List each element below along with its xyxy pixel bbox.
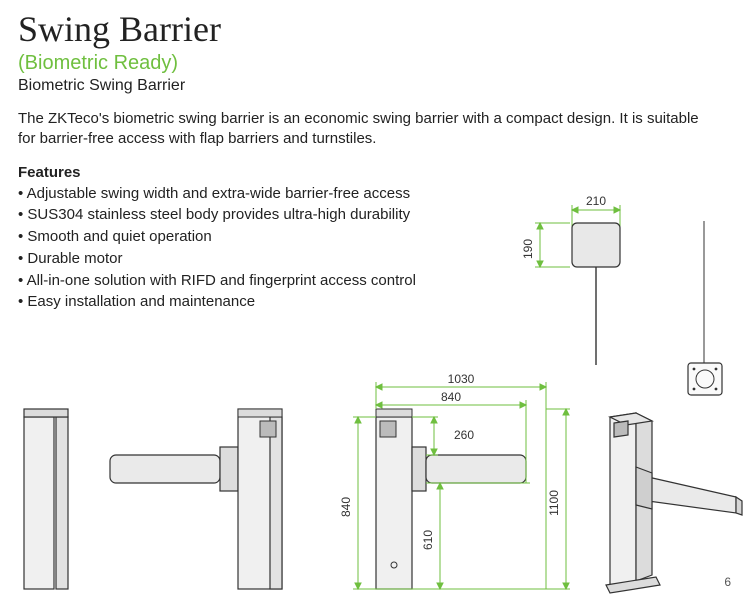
technical-drawings: 210 190: [10, 195, 743, 597]
drawing-arm-left: [110, 409, 282, 589]
dim-190: 190: [521, 239, 535, 259]
dim-1030: 1030: [448, 372, 475, 386]
page-title: Swing Barrier: [18, 8, 735, 50]
dim-1100: 1100: [547, 490, 561, 516]
page-number: 6: [724, 575, 731, 589]
drawing-top-view: 210 190: [521, 195, 620, 365]
drawing-perspective: [606, 413, 742, 593]
dim-840-h: 840: [441, 390, 461, 404]
features-heading: Features: [18, 164, 735, 181]
dim-260: 260: [454, 428, 474, 442]
drawing-side-column: [24, 409, 68, 589]
product-description: The ZKTeco's biometric swing barrier is …: [18, 109, 718, 150]
subtitle-biometric-ready: (Biometric Ready): [18, 52, 735, 75]
drawing-front-elevation: 1030 840 260: [339, 372, 570, 589]
dim-840-v: 840: [339, 497, 353, 517]
subtitle-product-name: Biometric Swing Barrier: [18, 77, 735, 95]
dim-610: 610: [421, 530, 435, 550]
drawing-connector-box: [688, 221, 722, 395]
dim-210: 210: [586, 195, 606, 208]
